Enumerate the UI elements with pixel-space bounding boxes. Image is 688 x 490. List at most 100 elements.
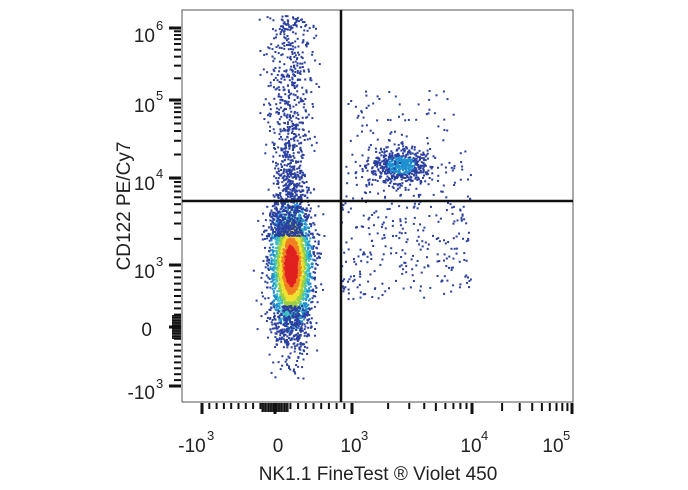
event-dot <box>287 221 290 224</box>
event-dot <box>306 233 309 236</box>
event-dot <box>287 271 289 274</box>
event-dot <box>276 290 279 293</box>
event-dot <box>288 215 291 218</box>
event-dot <box>307 240 310 243</box>
event-dot <box>294 32 297 35</box>
event-dot <box>282 189 285 192</box>
event-dot <box>306 293 309 296</box>
event-dot <box>276 277 279 280</box>
event-dot <box>411 152 414 155</box>
event-dot <box>298 20 300 23</box>
event-dot <box>281 205 284 208</box>
event-dot <box>286 204 289 207</box>
event-dot <box>295 286 298 289</box>
event-dot <box>277 245 280 248</box>
event-dot <box>281 247 284 250</box>
event-dot <box>296 182 298 185</box>
event-dot <box>284 188 287 191</box>
event-dot <box>303 309 306 312</box>
event-dot <box>293 156 296 159</box>
event-dot <box>286 329 289 332</box>
event-dot <box>301 66 304 69</box>
event-dot <box>298 197 301 200</box>
event-dot <box>292 248 295 251</box>
event-dot <box>287 272 290 275</box>
event-dot <box>305 23 308 26</box>
event-dot <box>277 250 280 253</box>
event-dot <box>273 254 275 257</box>
event-dot <box>386 175 389 178</box>
event-dot <box>288 228 291 231</box>
event-dot <box>294 309 297 312</box>
event-dot <box>298 222 300 224</box>
event-dot <box>273 175 276 178</box>
event-dot <box>295 204 298 207</box>
event-dot <box>282 236 285 239</box>
event-dot <box>273 204 276 207</box>
event-dot <box>283 147 286 150</box>
event-dot <box>310 325 313 328</box>
event-dot <box>283 47 286 50</box>
event-dot <box>302 135 305 137</box>
event-dot <box>303 302 305 305</box>
event-dot <box>392 174 395 177</box>
event-dot <box>293 56 296 58</box>
event-dot <box>295 24 298 27</box>
event-dot <box>301 174 304 177</box>
event-dot <box>275 266 278 269</box>
event-dot <box>268 277 271 280</box>
event-dot <box>282 276 284 279</box>
event-dot <box>298 298 301 301</box>
event-dot <box>298 347 301 350</box>
event-dot <box>303 279 306 282</box>
event-dot <box>296 71 299 74</box>
event-dot <box>291 189 294 192</box>
event-dot <box>278 219 281 222</box>
event-dot <box>291 51 294 53</box>
event-dot <box>305 341 308 344</box>
event-dot <box>366 160 369 163</box>
event-dot <box>280 284 283 287</box>
event-dot <box>404 188 407 191</box>
event-dot <box>290 289 293 292</box>
event-dot <box>295 229 298 232</box>
event-dot <box>306 249 309 252</box>
event-dot <box>311 103 314 105</box>
event-dot <box>280 163 283 166</box>
event-dot <box>284 37 287 40</box>
event-dot <box>400 178 403 181</box>
event-dot <box>301 228 304 230</box>
event-dot <box>296 139 299 142</box>
event-dot <box>298 302 300 304</box>
event-dot <box>268 308 271 311</box>
event-dot <box>301 171 304 174</box>
event-dot <box>306 257 309 260</box>
event-dot <box>304 194 307 197</box>
event-dot <box>313 259 315 262</box>
event-dot <box>273 97 276 100</box>
event-dot <box>287 130 290 133</box>
event-dot <box>306 209 309 212</box>
event-dot <box>307 272 310 275</box>
event-dot <box>292 48 295 51</box>
event-dot <box>287 279 290 282</box>
event-dot <box>285 241 288 244</box>
event-dot <box>294 124 297 126</box>
event-dot <box>285 320 288 323</box>
event-dot <box>309 274 312 277</box>
event-dot <box>308 318 311 321</box>
event-dot <box>281 364 284 367</box>
event-dot <box>407 176 410 179</box>
event-dot <box>301 255 304 258</box>
event-dot <box>275 295 278 298</box>
event-dot <box>299 202 302 205</box>
event-dot <box>280 272 283 274</box>
event-dot <box>297 310 300 313</box>
event-dot <box>278 222 281 225</box>
event-dot <box>299 295 302 298</box>
event-dot <box>289 255 292 258</box>
event-dot <box>303 21 306 23</box>
event-dot <box>281 15 284 18</box>
event-dot <box>305 298 307 301</box>
event-dot <box>280 215 283 218</box>
